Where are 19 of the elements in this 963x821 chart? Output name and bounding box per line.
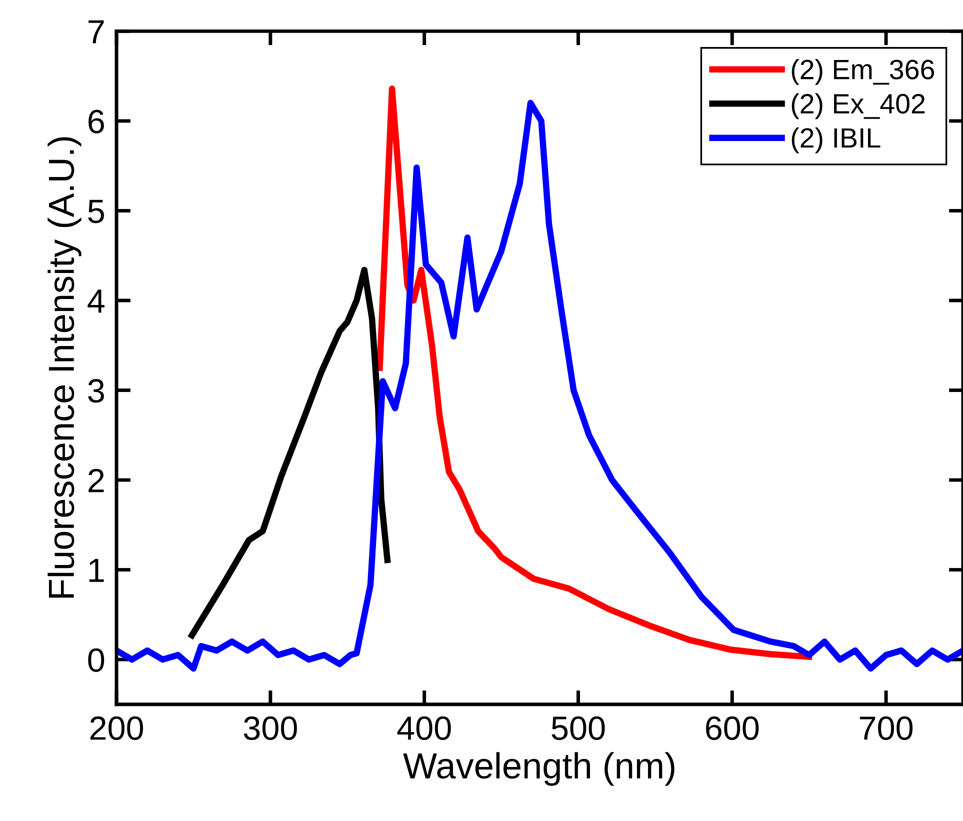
x-tick-label: 700 bbox=[860, 716, 913, 740]
x-tick-label: 500 bbox=[552, 716, 605, 740]
y-tick-label: 7 bbox=[88, 20, 104, 44]
y-tick-label: 4 bbox=[88, 290, 104, 313]
y-tick-label: 5 bbox=[88, 200, 104, 224]
x-tick-label: 600 bbox=[706, 716, 759, 740]
x-tick-label: 200 bbox=[90, 716, 144, 740]
y-tick-label: 1 bbox=[89, 558, 104, 582]
x-axis-title: Wavelength (nm) bbox=[403, 752, 674, 786]
x-tick-label: 300 bbox=[244, 716, 297, 740]
legend-label: (2) Em_366 bbox=[792, 58, 934, 85]
y-tick-label: 2 bbox=[88, 468, 104, 492]
y-tick-label: 0 bbox=[88, 648, 104, 672]
x-tick-label: 400 bbox=[397, 716, 451, 740]
y-tick-label: 6 bbox=[88, 110, 104, 134]
y-tick-label: 3 bbox=[88, 379, 104, 403]
y-axis-title: Fluorescence Intensity (A.U.) bbox=[48, 137, 82, 598]
legend-label: (2) Ex_402 bbox=[792, 93, 925, 120]
legend-label: (2) IBIL bbox=[792, 127, 880, 154]
